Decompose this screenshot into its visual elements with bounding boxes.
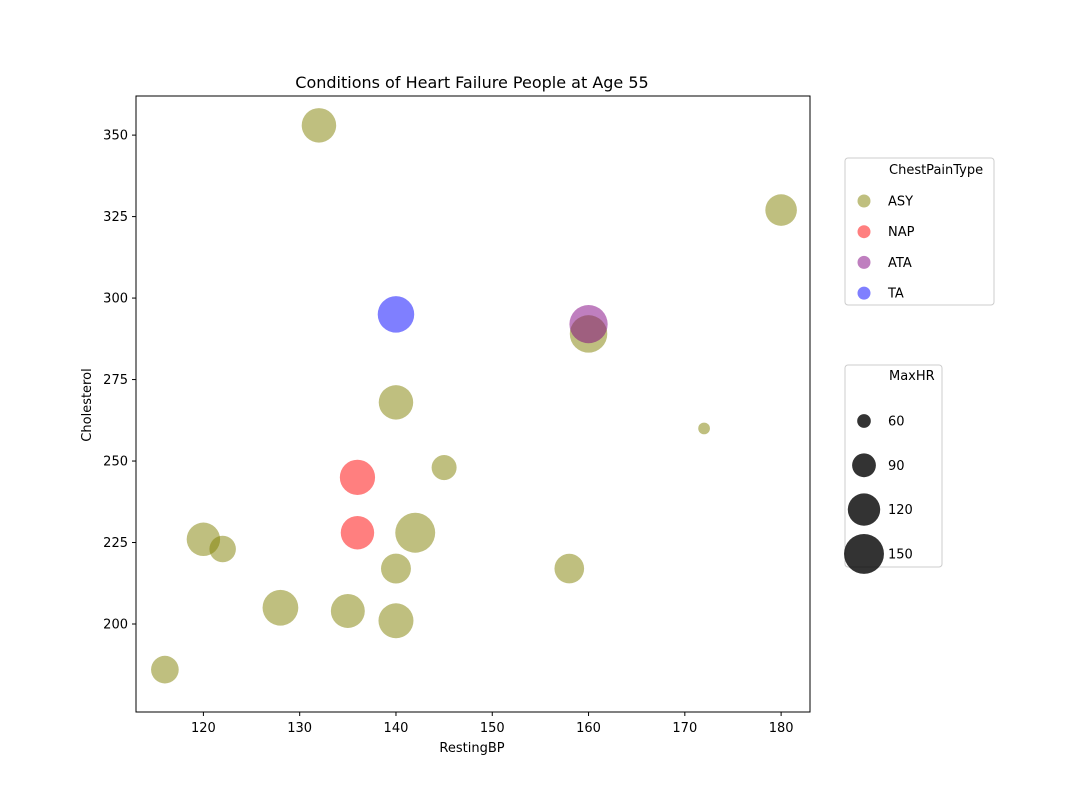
data-point-nap — [340, 516, 375, 550]
chest-pain-type-legend: ChestPainType ASY NAP ATA TA — [844, 157, 995, 306]
max-hr-legend: MaxHR 60 90 120 150 — [844, 364, 943, 574]
x-tick-label: 130 — [287, 721, 312, 736]
chart-title: Conditions of Heart Failure People at Ag… — [295, 73, 648, 92]
legend-marker-ta — [857, 286, 871, 300]
y-tick-label: 225 — [103, 536, 128, 551]
y-tick-label: 350 — [103, 129, 128, 144]
x-tick-label: 150 — [480, 721, 505, 736]
data-point-asy — [330, 593, 365, 628]
max-hr-legend-title: MaxHR — [889, 369, 935, 384]
data-point-asy — [431, 455, 457, 481]
plot-area: 120 130 140 150 160 170 180 200 225 250 275 300 325… — [103, 95, 811, 736]
legend-marker-nap — [857, 225, 871, 239]
y-tick-label: 300 — [103, 292, 128, 307]
chest-pain-type-legend-title: ChestPainType — [889, 163, 983, 178]
data-point-asy — [765, 194, 797, 226]
size-legend-label-90: 90 — [888, 459, 905, 474]
legend-label-nap: NAP — [888, 225, 915, 240]
y-axis-ticks: 200 225 250 275 300 325 350 — [103, 129, 136, 633]
size-legend-marker-150 — [844, 533, 884, 574]
data-point-asy — [381, 553, 411, 584]
size-legend-marker-120 — [847, 493, 881, 526]
legend-label-ata: ATA — [888, 256, 912, 271]
size-legend-label-150: 150 — [888, 547, 913, 562]
size-legend-marker-60 — [857, 414, 871, 428]
x-tick-label: 120 — [191, 721, 216, 736]
size-legend-label-60: 60 — [888, 415, 905, 430]
data-point-ta — [377, 296, 415, 333]
chest-pain-type-legend-box — [844, 157, 995, 306]
data-point-asy — [209, 535, 236, 563]
data-point-asy — [262, 589, 299, 626]
data-point-asy — [378, 603, 414, 639]
plot-frame — [135, 95, 811, 713]
x-tick-label: 160 — [576, 721, 601, 736]
data-points — [151, 108, 797, 684]
legend-label-asy: ASY — [888, 195, 913, 210]
y-tick-label: 275 — [103, 373, 128, 388]
y-axis-label: Cholesterol — [80, 368, 95, 441]
data-point-asy — [151, 655, 179, 684]
x-tick-label: 140 — [384, 721, 409, 736]
legend-label-ta: TA — [887, 287, 904, 302]
x-tick-label: 180 — [769, 721, 794, 736]
x-tick-label: 170 — [672, 721, 697, 736]
size-legend-label-120: 120 — [888, 503, 913, 518]
x-axis-label: RestingBP — [439, 741, 504, 756]
data-point-asy — [554, 553, 585, 584]
x-axis-ticks: 120 130 140 150 160 170 180 — [191, 712, 794, 736]
legend-marker-ata — [857, 255, 871, 269]
y-tick-label: 250 — [103, 455, 128, 470]
data-point-asy — [698, 422, 710, 435]
data-point-asy — [395, 512, 436, 553]
data-point-nap — [339, 459, 376, 495]
y-tick-label: 200 — [103, 618, 128, 633]
data-point-asy — [301, 108, 337, 143]
size-legend-marker-90 — [852, 453, 876, 478]
legend-marker-asy — [857, 194, 871, 208]
y-tick-label: 325 — [103, 210, 128, 225]
data-point-asy — [378, 385, 414, 420]
data-point-ata — [569, 305, 608, 344]
